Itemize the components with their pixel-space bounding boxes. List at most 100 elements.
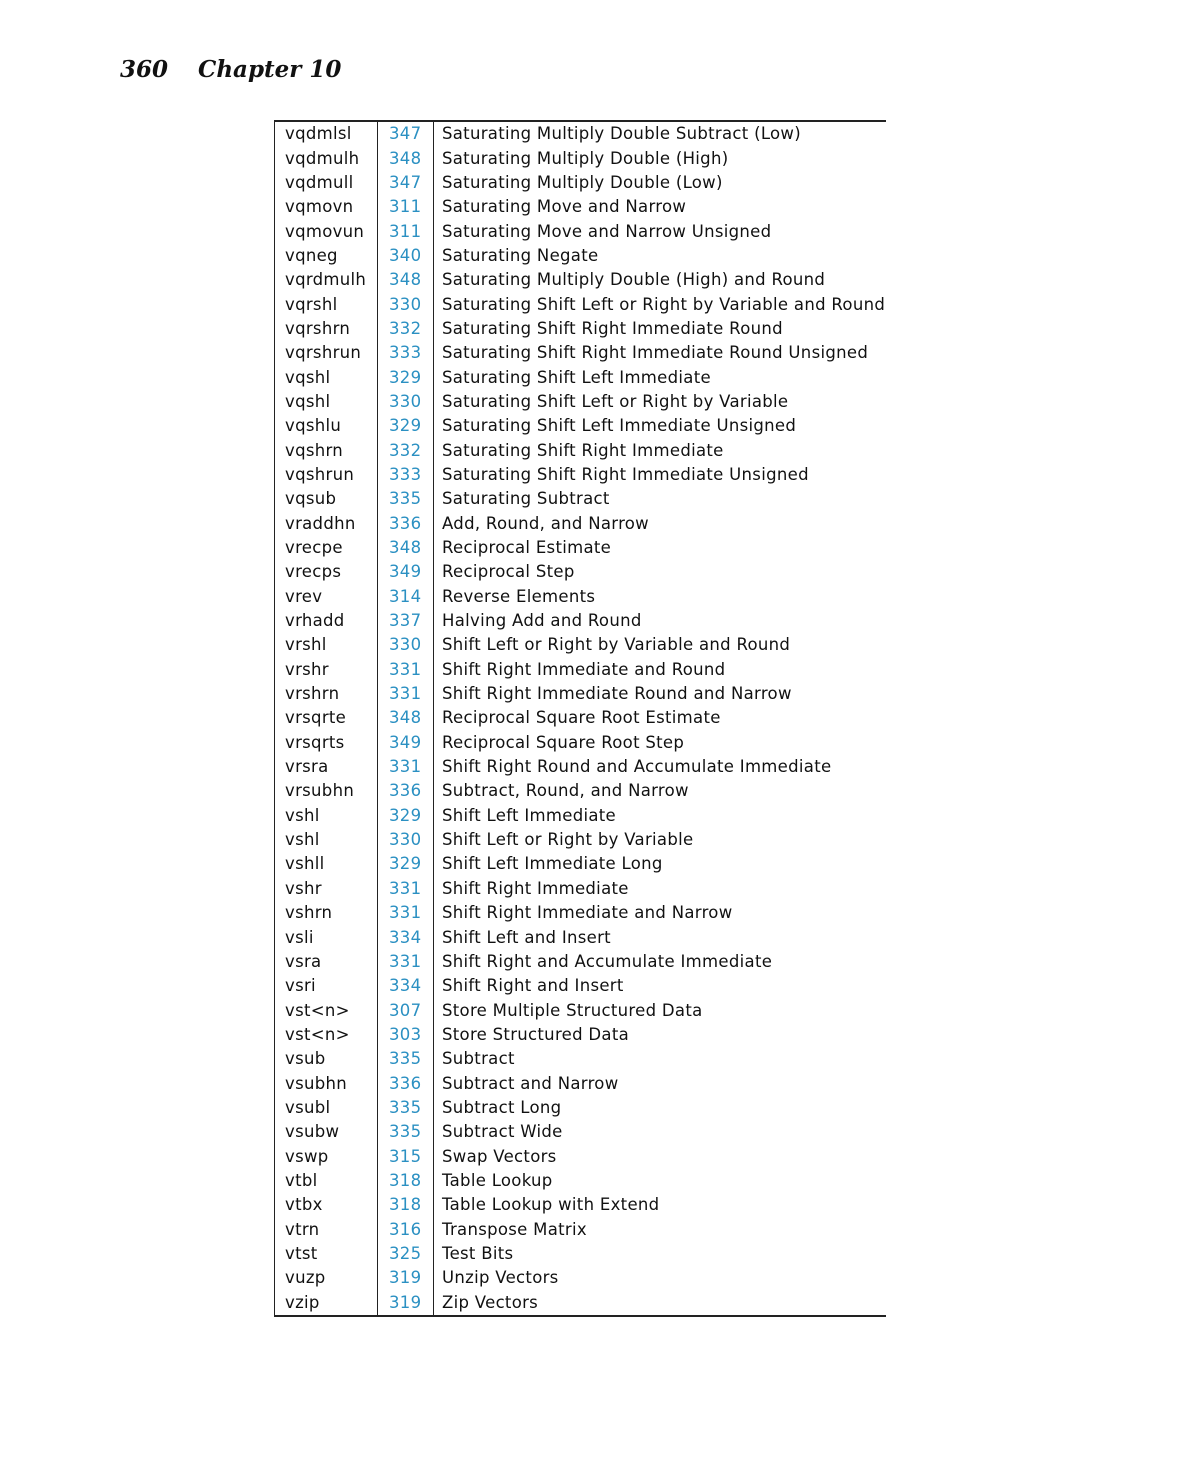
table-row: vrsqrts 349 Reciprocal Square Root Step <box>274 730 887 755</box>
instruction-mnemonic: vqmovn <box>274 195 378 220</box>
instruction-description: Unzip Vectors <box>442 1268 559 1288</box>
table-row: vsubw 335 Subtract Wide <box>274 1120 887 1145</box>
table-row: vtbl 318 Table Lookup <box>274 1168 887 1194</box>
page-reference-link[interactable]: 319 <box>377 1266 434 1291</box>
page-reference-link[interactable]: 315 <box>377 1144 434 1169</box>
table-row: vqshl 329 Saturating Shift Left Immediate <box>274 365 887 390</box>
page-reference-link[interactable]: 349 <box>377 730 434 755</box>
instruction-mnemonic: vtst <box>274 1241 378 1267</box>
page-reference-link[interactable]: 337 <box>377 608 434 634</box>
instruction-mnemonic: vrshr <box>274 657 378 682</box>
page-reference-link[interactable]: 331 <box>377 681 434 707</box>
table-row: vqdmulh 348 Saturating Multiply Double (Hi… <box>274 146 887 171</box>
page-reference-link[interactable]: 340 <box>377 243 434 269</box>
instruction-mnemonic: vswp <box>274 1144 378 1169</box>
page-reference-link[interactable]: 334 <box>377 925 434 950</box>
page-reference-link[interactable]: 303 <box>377 1022 434 1048</box>
table-row: vrev 314 Reverse Elements <box>274 584 887 609</box>
page-reference-link[interactable]: 335 <box>377 1095 434 1121</box>
page-reference-link[interactable]: 329 <box>377 852 434 877</box>
instruction-description: Reciprocal Estimate <box>442 538 612 558</box>
instruction-mnemonic: vsra <box>274 949 378 975</box>
table-row: vsubl 335 Subtract Long <box>274 1095 887 1121</box>
page-reference-link[interactable]: 330 <box>377 389 434 415</box>
table-row: vrecpe 348 Reciprocal Estimate <box>274 535 887 561</box>
page-reference-link[interactable]: 336 <box>377 511 434 536</box>
instruction-mnemonic: vqrshrn <box>274 316 378 342</box>
table-row: vst<n> 303 Store Structured Data <box>274 1022 887 1048</box>
page-reference-link[interactable]: 348 <box>377 268 434 293</box>
page-reference-link[interactable]: 332 <box>377 316 434 342</box>
instruction-description: Saturating Multiply Double Subtract (Low… <box>442 124 801 144</box>
table-row: vsli 334 Shift Left and Insert <box>274 925 887 950</box>
page-reference-link[interactable]: 330 <box>377 633 434 658</box>
instruction-description: Saturating Shift Right Immediate Unsigne… <box>442 464 809 484</box>
page-reference-link[interactable]: 331 <box>377 876 434 901</box>
table-row: vsri 334 Shift Right and Insert <box>274 974 887 999</box>
instruction-mnemonic: vrsqrts <box>274 730 378 755</box>
instruction-description: Shift Left Immediate Long <box>442 854 663 874</box>
page-reference-link[interactable]: 329 <box>377 803 434 828</box>
page-reference-link[interactable]: 318 <box>377 1193 434 1218</box>
page-reference-link[interactable]: 348 <box>377 706 434 731</box>
page-reference-link[interactable]: 331 <box>377 901 434 926</box>
instruction-mnemonic: vshl <box>274 827 378 853</box>
page-reference-link[interactable]: 333 <box>377 462 434 488</box>
page-reference-link[interactable]: 348 <box>377 146 434 171</box>
page-reference-link[interactable]: 334 <box>377 974 434 999</box>
page-reference-link[interactable]: 335 <box>377 1120 434 1145</box>
page-reference-link[interactable]: 316 <box>377 1217 434 1242</box>
instruction-mnemonic: vsubhn <box>274 1071 378 1096</box>
page-reference-link[interactable]: 331 <box>377 754 434 780</box>
instruction-mnemonic: vuzp <box>274 1266 378 1291</box>
page-reference-link[interactable]: 335 <box>377 487 434 512</box>
page-reference-link[interactable]: 336 <box>377 1071 434 1096</box>
instruction-mnemonic: vshrn <box>274 901 378 926</box>
page-reference-link[interactable]: 319 <box>377 1290 434 1316</box>
page-reference-link[interactable]: 330 <box>377 292 434 317</box>
instruction-mnemonic: vqshl <box>274 389 378 415</box>
page-reference-link[interactable]: 318 <box>377 1168 434 1194</box>
instruction-description: Saturating Shift Right Immediate Round <box>442 318 783 338</box>
instruction-mnemonic: vrshrn <box>274 681 378 707</box>
instruction-description: Shift Left Immediate <box>442 805 616 825</box>
table-row: vqmovn 311 Saturating Move and Narrow <box>274 195 887 220</box>
page-reference-link[interactable]: 333 <box>377 341 434 366</box>
page-reference-link[interactable]: 330 <box>377 827 434 853</box>
page-reference-link[interactable]: 329 <box>377 365 434 390</box>
page-reference-link[interactable]: 336 <box>377 779 434 804</box>
page-reference-link[interactable]: 311 <box>377 219 434 244</box>
page-reference-link[interactable]: 335 <box>377 1047 434 1072</box>
table-row: vqmovun 311 Saturating Move and Narrow Uns… <box>274 219 887 244</box>
instruction-description: Shift Right Immediate <box>442 878 629 898</box>
table-row: vshll 329 Shift Left Immediate Long <box>274 852 887 877</box>
page-reference-link[interactable]: 307 <box>377 998 434 1023</box>
instruction-mnemonic: vqsub <box>274 487 378 512</box>
page-reference-link[interactable]: 348 <box>377 535 434 561</box>
page-reference-link[interactable]: 311 <box>377 195 434 220</box>
instruction-description: Saturating Shift Right Immediate Round U… <box>442 343 869 363</box>
page-reference-link[interactable]: 331 <box>377 949 434 975</box>
instruction-description: Saturating Move and Narrow <box>442 197 687 217</box>
instruction-description: Subtract, Round, and Narrow <box>442 781 689 801</box>
table-row: vshl 330 Shift Left or Right by Variable <box>274 827 887 853</box>
table-row: vrsra 331 Shift Right Round and Accumulate… <box>274 754 887 780</box>
table-row: vqdmlsl 347 Saturating Multiply Double Sub… <box>274 121 887 147</box>
page-reference-link[interactable]: 347 <box>377 170 434 196</box>
instruction-description: Transpose Matrix <box>442 1219 587 1239</box>
page-reference-link[interactable]: 325 <box>377 1241 434 1267</box>
page-reference-link[interactable]: 331 <box>377 657 434 682</box>
page-reference-link[interactable]: 332 <box>377 438 434 463</box>
page-reference-link[interactable]: 314 <box>377 584 434 609</box>
page-reference-link[interactable]: 329 <box>377 414 434 439</box>
instruction-mnemonic: vqshlu <box>274 414 378 439</box>
instruction-description: Swap Vectors <box>442 1146 557 1166</box>
table-row: vuzp 319 Unzip Vectors <box>274 1266 887 1291</box>
instruction-mnemonic: vqdmull <box>274 170 378 196</box>
page-reference-link[interactable]: 349 <box>377 560 434 585</box>
instruction-mnemonic: vqdmlsl <box>274 121 378 147</box>
table-row: vrhadd 337 Halving Add and Round <box>274 608 887 634</box>
instruction-description: Saturating Shift Right Immediate <box>442 440 724 460</box>
table-row: vrshr 331 Shift Right Immediate and Round <box>274 657 887 682</box>
page-reference-link[interactable]: 347 <box>377 121 434 147</box>
